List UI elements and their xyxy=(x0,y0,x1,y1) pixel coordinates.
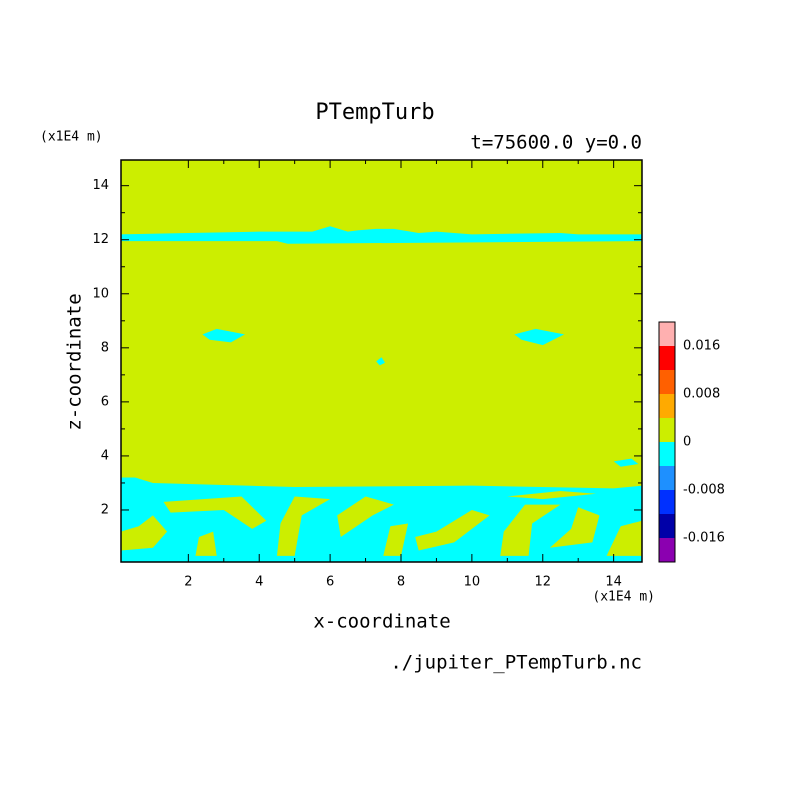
y-tick-label: 4 xyxy=(101,448,109,463)
footer: ./jupiter_PTempTurb.nc xyxy=(390,652,642,674)
contour-region xyxy=(606,520,642,556)
x-tick-label: 12 xyxy=(534,575,551,590)
plot-area xyxy=(121,160,642,562)
contour-region xyxy=(507,491,596,500)
contour-region xyxy=(337,496,394,538)
colorbar-frame xyxy=(658,321,676,563)
colorbar-swatch xyxy=(659,514,675,538)
contour-region xyxy=(163,496,267,529)
contour-region xyxy=(195,531,217,556)
y-tick-label: 14 xyxy=(92,178,109,193)
colorbar-swatch xyxy=(659,394,675,418)
y-tick-label: 2 xyxy=(101,502,109,517)
x-tick-label: 2 xyxy=(184,575,192,590)
colorbar-swatch xyxy=(659,490,675,514)
colorbar-tick-label: 0.016 xyxy=(683,339,720,354)
colorbar-swatch xyxy=(659,538,675,562)
x-unit: (x1E4 m) xyxy=(592,590,655,605)
colorbar-tick-label: -0.008 xyxy=(683,483,725,498)
contour-region xyxy=(500,504,561,556)
colorbar-tick-label: 0.008 xyxy=(683,387,720,402)
chart-subtitle: t=75600.0 y=0.0 xyxy=(470,132,642,154)
colorbar-tick-label: -0.016 xyxy=(683,531,725,546)
x-tick-label: 6 xyxy=(326,575,334,590)
y-axis-label: z-coordinate xyxy=(64,293,86,430)
colorbar-swatch xyxy=(659,418,675,442)
y-tick-label: 6 xyxy=(101,394,109,409)
contour-region xyxy=(613,458,639,467)
y-tick-label: 8 xyxy=(101,340,109,355)
x-tick-label: 14 xyxy=(605,575,622,590)
colorbar-swatch xyxy=(659,322,675,346)
colorbar-tick-label: 0 xyxy=(683,435,691,450)
chart-title: PTempTurb xyxy=(315,100,434,125)
colorbar-swatch xyxy=(659,442,675,466)
colorbar-swatch xyxy=(659,370,675,394)
x-tick-label: 10 xyxy=(464,575,481,590)
colorbar-swatch xyxy=(659,346,675,370)
y-tick-label: 10 xyxy=(92,286,109,301)
y-tick-label: 12 xyxy=(92,232,109,247)
y-unit: (x1E4 m) xyxy=(40,130,103,145)
contour-region xyxy=(549,507,600,548)
plot-frame xyxy=(120,159,643,563)
contour-region xyxy=(415,509,490,551)
x-axis-label: x-coordinate xyxy=(313,611,450,633)
contour-region xyxy=(514,328,565,346)
contour-region xyxy=(121,226,642,244)
contour-region xyxy=(202,328,246,343)
colorbar-swatch xyxy=(659,466,675,490)
contour-region xyxy=(383,523,409,556)
contour-region xyxy=(276,496,331,556)
contour-region xyxy=(376,357,386,366)
contour-region xyxy=(121,515,168,551)
x-tick-label: 4 xyxy=(255,575,263,590)
x-tick-label: 8 xyxy=(397,575,405,590)
